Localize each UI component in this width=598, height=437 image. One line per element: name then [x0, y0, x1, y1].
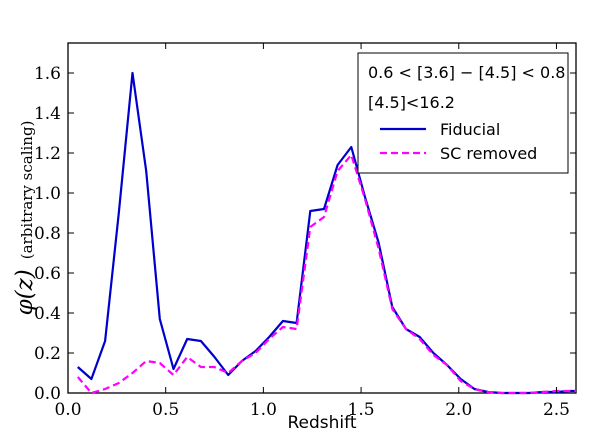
series-layer — [76, 71, 576, 395]
y-tick-label: 1.2 — [34, 144, 61, 164]
x-axis-label: Redshift — [287, 413, 356, 433]
legend-note: [4.5]<16.2 — [368, 93, 455, 112]
legend-note: 0.6 < [3.6] − [4.5] < 0.8 — [368, 63, 565, 82]
y-tick-label: 0.4 — [34, 304, 61, 324]
legend: 0.6 < [3.6] − [4.5] < 0.8 [4.5]<16.2 Fiduc… — [357, 52, 569, 174]
legend-label: Fiducial — [440, 120, 500, 139]
ticks-layer: 0.0 0.5 1.0 1.5 2.0 2.5 0.0 0.2 0.4 0.6 0.8 1.0 1.2 1… — [34, 43, 576, 420]
y-axis-label-math: φ(z) — [12, 269, 38, 315]
y-axis-label: φ(z) (arbitrary scaling) — [12, 121, 38, 316]
y-tick-label: 0.8 — [34, 224, 61, 244]
y-tick-label: 1.4 — [34, 104, 61, 124]
series-line-sc-removed — [76, 153, 576, 395]
x-tick-label: 0.0 — [54, 400, 81, 420]
x-tick-label: 0.5 — [152, 400, 179, 420]
legend-label: SC removed — [440, 144, 537, 163]
y-axis-label-note: (arbitrary scaling) — [18, 121, 36, 260]
y-axis-label-text: φ(z) (arbitrary scaling) — [12, 121, 38, 316]
y-tick-label: 0.0 — [34, 384, 61, 404]
x-tick-label: 1.0 — [250, 400, 277, 420]
x-tick-label: 2.0 — [445, 400, 472, 420]
x-tick-label: 2.5 — [543, 400, 570, 420]
y-tick-label: 0.2 — [34, 344, 61, 364]
y-tick-label: 1.0 — [34, 184, 61, 204]
y-tick-label: 0.6 — [34, 264, 61, 284]
x-tick-label: 1.5 — [348, 400, 375, 420]
y-tick-label: 1.6 — [34, 64, 61, 84]
